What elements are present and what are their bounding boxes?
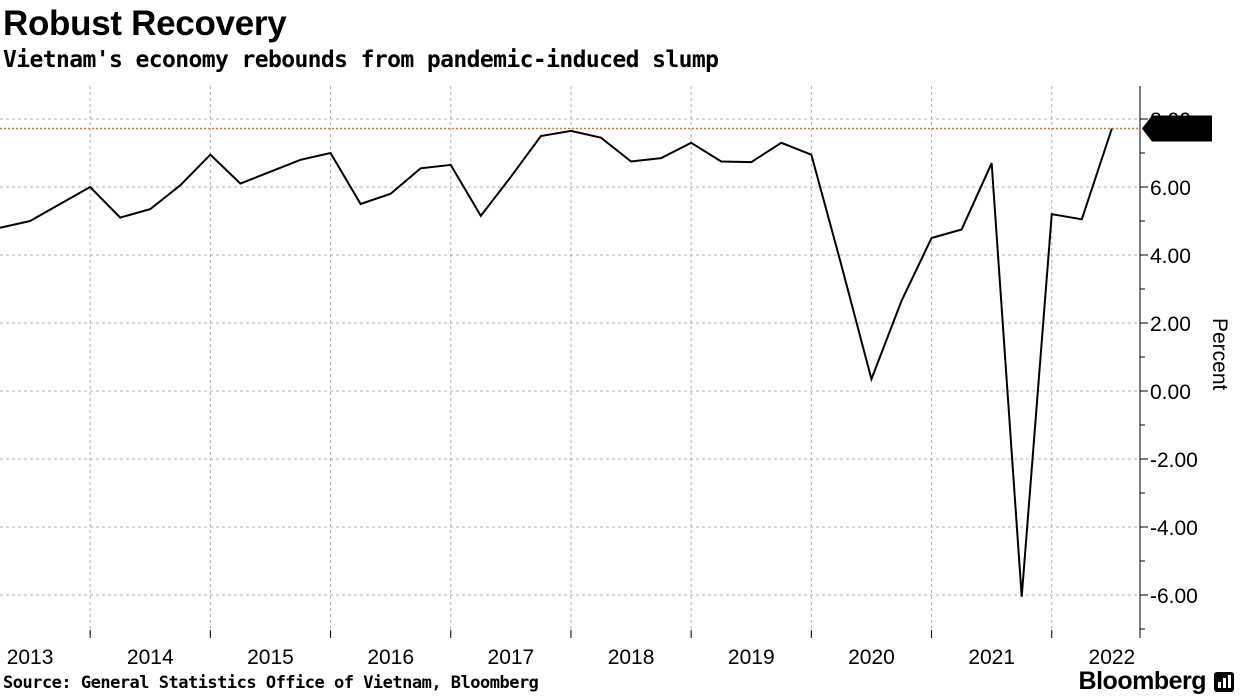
bloomberg-terminal-icon (1214, 672, 1234, 692)
x-tick-label: 2019 (728, 646, 775, 669)
y-axis-label: Percent (1208, 318, 1231, 391)
x-tick-label: 2021 (968, 646, 1015, 669)
y-tick-label: 2.00 (1150, 313, 1191, 336)
last-value-badge-shape (1142, 115, 1212, 142)
x-tick-label: 2013 (7, 646, 54, 669)
x-tick-label: 2014 (127, 646, 174, 669)
y-tick-label: 0.00 (1150, 381, 1191, 404)
x-tick-label: 2022 (1089, 646, 1136, 669)
chart-title: Robust Recovery (3, 4, 287, 43)
y-tick-label: 4.00 (1150, 245, 1191, 268)
last-value-label: 7.72 (1154, 119, 1195, 142)
gridlines (0, 86, 1140, 638)
x-tick-label: 2018 (608, 646, 655, 669)
y-tick-label: -6.00 (1150, 585, 1198, 608)
x-tick-label: 2017 (488, 646, 535, 669)
y-tick-label: -4.00 (1150, 517, 1198, 540)
y-axis: -6.00-4.00-2.000.002.004.006.008.00 (1139, 86, 1198, 638)
x-axis: 2013 2014 2015 2016 2017 2018 2019 2020 2021 2022 (7, 630, 1136, 669)
series-line (0, 128, 1113, 597)
chart-subtitle: Vietnam's economy rebounds from pandemic… (3, 47, 719, 73)
source-note: Source: General Statistics Office of Vie… (3, 673, 539, 693)
x-tick-label: 2020 (848, 646, 895, 669)
x-tick-label: 2015 (247, 646, 294, 669)
x-tick-label: 2016 (367, 646, 414, 669)
y-tick-label: 6.00 (1150, 177, 1191, 200)
last-value-badge: 7.72 (1142, 115, 1212, 142)
brand-logo-text: Bloomberg (1078, 667, 1207, 695)
y-tick-label: -2.00 (1150, 449, 1198, 472)
